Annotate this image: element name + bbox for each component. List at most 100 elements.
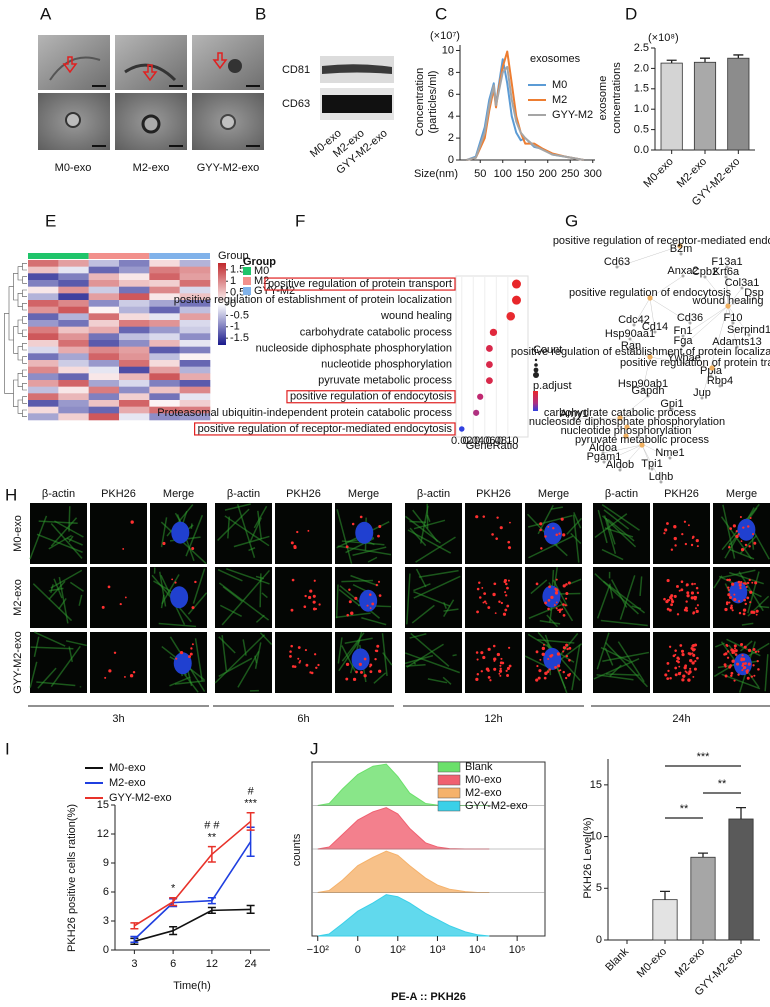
panel-b: CD81 CD63 M0-exo M2-exo GYY-M2-exo — [282, 56, 394, 177]
pkh26-dot — [727, 586, 730, 589]
pkh26-dot — [299, 659, 302, 662]
heatmap-cell — [28, 366, 59, 374]
panel-letter: A — [40, 4, 52, 23]
pkh26-dot — [730, 604, 733, 607]
network-label: Ldhb — [649, 471, 673, 483]
network-edge — [725, 276, 729, 307]
pkh26-dot — [290, 608, 294, 612]
heatmap-cell — [149, 346, 180, 354]
pkh26-dot — [482, 655, 486, 660]
pkh26-dot — [684, 664, 688, 668]
pkh26-dot — [124, 596, 127, 599]
fluorescence-image — [30, 567, 87, 628]
actin-fiber — [609, 584, 614, 599]
x-tick-label: 10³ — [430, 944, 446, 956]
pkh26-dot — [290, 644, 293, 648]
exosome — [65, 112, 81, 128]
network-node — [725, 265, 729, 269]
network-label: Pgam1 — [587, 451, 622, 463]
y-axis-label: PKH26 Level(%) — [582, 817, 594, 898]
pkh26-dot — [318, 603, 321, 606]
pkh26-dot — [675, 659, 679, 663]
x-tick-label: 200 — [539, 168, 557, 180]
heatmap-cell — [28, 413, 59, 421]
actin-fiber — [601, 548, 624, 561]
actin-fiber — [537, 639, 575, 644]
panel-letter: G — [565, 211, 578, 230]
network-node — [752, 296, 756, 300]
pkh26-dot — [682, 674, 686, 678]
pkh26-dot — [377, 580, 381, 583]
histogram — [317, 763, 490, 806]
actin-fiber — [410, 632, 450, 667]
network-edge — [602, 444, 643, 454]
heatmap-cell — [28, 320, 59, 327]
heatmap-cell — [119, 406, 150, 414]
network-label: Ran — [621, 340, 641, 352]
y-tick-label: 10 — [590, 830, 602, 842]
pkh26-dot — [744, 662, 747, 665]
pkh26-dot — [749, 601, 752, 604]
pkh26-dot — [663, 532, 666, 535]
pkh26-dot — [543, 676, 547, 680]
actin-fiber — [335, 584, 339, 619]
heatmap-cell — [179, 273, 211, 281]
heatmap-cell — [149, 306, 180, 314]
pkh26-dot — [481, 586, 484, 589]
pkh26-dot — [352, 677, 357, 682]
heatmap-cell — [58, 280, 89, 287]
pkh26-dot — [689, 667, 692, 670]
pkh26-dot — [495, 537, 498, 540]
network-label: Dsp — [744, 287, 764, 299]
heatmap-cell — [179, 386, 211, 394]
dot — [486, 345, 493, 352]
heatmap-cell — [58, 313, 89, 321]
pkh26-dot — [555, 578, 558, 581]
network-edge — [704, 276, 729, 307]
pkh26-dot — [554, 666, 557, 669]
axis-unit: (×10⁷) — [430, 30, 460, 42]
pkh26-dot — [368, 593, 372, 596]
network-edge — [682, 305, 729, 347]
actin-fiber — [573, 511, 582, 529]
heatmap-cell — [88, 273, 120, 281]
pkh26-dot — [733, 651, 736, 654]
heatmap-cell — [58, 346, 89, 354]
pkh26-dot — [491, 533, 494, 536]
network-node — [735, 345, 739, 349]
actin-fiber — [69, 581, 84, 592]
legend-label: M2-exo — [465, 787, 502, 799]
pkh26-dot — [724, 652, 728, 656]
pkh26-dot — [558, 532, 561, 535]
network-edge — [727, 287, 743, 307]
pkh26-dot — [366, 604, 369, 607]
pkh26-dot — [308, 595, 312, 600]
network-node — [679, 252, 683, 256]
heatmap-cell — [149, 400, 180, 407]
pkh26-dot — [303, 605, 307, 609]
pkh26-dot — [483, 600, 487, 603]
pkh26-dot — [564, 604, 567, 607]
network-label: pyruvate metabolic process — [575, 434, 709, 446]
pkh26-dot — [732, 524, 736, 528]
pkh26-dot — [546, 670, 550, 673]
arrow — [212, 52, 228, 70]
stain-label: Merge — [348, 488, 379, 500]
heatmap-cell — [149, 300, 180, 307]
stain-label: PKH26 — [476, 488, 511, 500]
heatmap-cell — [58, 320, 89, 327]
heatmap-cell — [88, 313, 120, 321]
dendrogram — [17, 399, 23, 414]
pkh26-dot — [568, 659, 571, 662]
pkh26-dot — [724, 607, 728, 612]
y-tick-label: 3 — [103, 915, 109, 927]
heatmap-cell — [28, 300, 59, 307]
pkh26-dot — [724, 674, 728, 678]
stain-label: β-actin — [417, 488, 450, 500]
pkh26-dot — [509, 521, 511, 524]
pkh26-dot — [174, 581, 177, 584]
heatmap-cell — [88, 413, 120, 421]
pkh26-dot — [487, 647, 491, 651]
significance: ** — [718, 778, 727, 790]
panel-letter: D — [625, 4, 637, 23]
